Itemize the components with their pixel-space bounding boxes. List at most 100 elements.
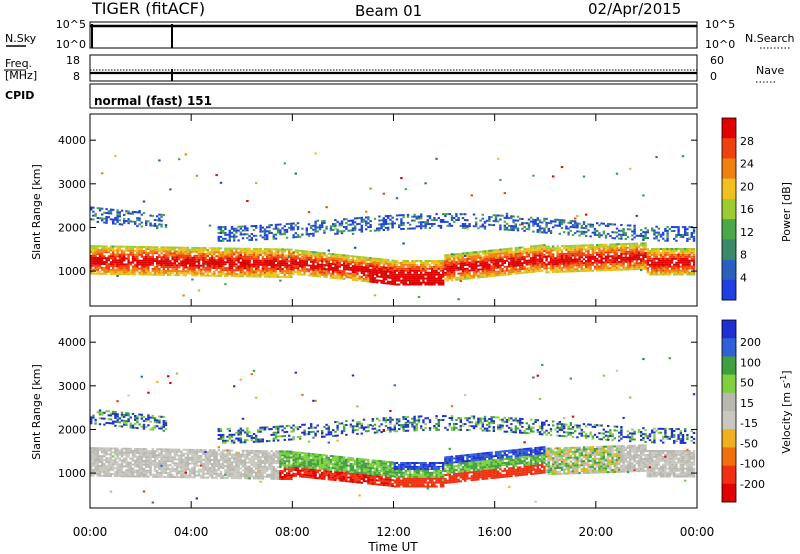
- heatmap-cell: [114, 449, 117, 452]
- heatmap-cell: [448, 261, 451, 264]
- heatmap-cell: [228, 263, 231, 266]
- heatmap-cell: [206, 262, 209, 265]
- heatmap-cell: [255, 249, 258, 252]
- heatmap-cell: [171, 272, 174, 275]
- heatmap-cell: [670, 261, 674, 264]
- heatmap-cell: [129, 426, 132, 429]
- heatmap-cell: [580, 244, 583, 247]
- heatmap-cell: [268, 224, 271, 227]
- heatmap-cell: [226, 269, 229, 272]
- heatmap-cell: [120, 249, 124, 252]
- heatmap-cell: [433, 223, 436, 225]
- heatmap-cell: [354, 279, 357, 282]
- heatmap-cell: [547, 255, 550, 258]
- heatmap-cell: [409, 273, 412, 276]
- heatmap-cell: [290, 262, 293, 265]
- heatmap-cell: [459, 252, 462, 255]
- heatmap-cell: [453, 253, 456, 256]
- heatmap-cell: [127, 447, 130, 450]
- heatmap-cell: [153, 452, 157, 455]
- heatmap-cell: [510, 217, 513, 220]
- heatmap-cell: [237, 229, 240, 232]
- heatmap-cell: [193, 270, 196, 273]
- heatmap-cell: [644, 242, 647, 245]
- heatmap-cell: [446, 264, 449, 266]
- heatmap-cell: [494, 255, 498, 257]
- heatmap-cell: [239, 267, 242, 270]
- heatmap-cell: [241, 225, 245, 228]
- heatmap-cell: [497, 264, 500, 267]
- heatmap-cell: [558, 261, 561, 263]
- heatmap-cell: [340, 277, 344, 280]
- heatmap-cell: [461, 217, 465, 220]
- heatmap-cell: [688, 226, 691, 229]
- heatmap-cell: [134, 265, 137, 268]
- heatmap-cell: [508, 263, 511, 266]
- heatmap-cell: [246, 227, 249, 230]
- heatmap-cell: [439, 283, 443, 286]
- heatmap-cell: [607, 257, 610, 260]
- heatmap-cell: [532, 251, 535, 254]
- heatmap-cell: [593, 246, 597, 248]
- heatmap-cell: [530, 261, 533, 264]
- heatmap-cell: [305, 254, 308, 257]
- heatmap-cell: [156, 458, 159, 461]
- heatmap-cell: [508, 273, 511, 276]
- heatmap-cell: [217, 274, 220, 277]
- heatmap-cell: [156, 227, 159, 230]
- heatmap-cell: [101, 266, 104, 269]
- heatmap-cell: [239, 257, 242, 260]
- heatmap-cell: [565, 249, 568, 251]
- heatmap-cell: [479, 260, 482, 263]
- heatmap-cell: [219, 253, 223, 256]
- heatmap-cell: [508, 265, 511, 268]
- heatmap-cell: [378, 229, 381, 232]
- heatmap-cell: [351, 227, 355, 230]
- heatmap-cell: [318, 257, 322, 260]
- heatmap-cell: [536, 246, 539, 249]
- heatmap-cell: [228, 249, 231, 252]
- heatmap-cell: [263, 250, 267, 253]
- heatmap-cell: [369, 229, 372, 232]
- heatmap-cell: [629, 242, 632, 245]
- heatmap-cell: [560, 270, 564, 273]
- heatmap-cell: [263, 259, 267, 262]
- heatmap-cell: [420, 217, 423, 220]
- heatmap-cell: [519, 248, 522, 251]
- heatmap-cell: [140, 475, 143, 478]
- heatmap-cell: [156, 219, 159, 222]
- heatmap-cell: [296, 265, 300, 268]
- heatmap-cell: [299, 249, 302, 252]
- heatmap-cell: [120, 411, 124, 414]
- cpid-panel: CPID normal (fast) 151: [5, 83, 698, 109]
- heatmap-cell: [259, 224, 262, 227]
- heatmap-cell: [580, 268, 583, 271]
- heatmap-cell: [582, 230, 586, 233]
- heatmap-cell: [433, 277, 436, 280]
- heatmap-cell: [283, 274, 286, 276]
- heatmap-cell: [536, 250, 539, 253]
- heatmap-cell: [112, 410, 115, 413]
- heatmap-cell: [525, 267, 528, 270]
- heatmap-cell: [125, 245, 128, 248]
- heatmap-cell: [615, 227, 619, 230]
- heatmap-cell: [116, 467, 119, 470]
- heatmap-cell: [503, 192, 506, 195]
- heatmap-cell: [567, 252, 570, 255]
- heatmap-cell: [156, 263, 159, 266]
- heatmap-cell: [494, 274, 498, 277]
- noise-left-tick-top: 10^5: [56, 18, 86, 31]
- heatmap-cell: [312, 261, 315, 263]
- heatmap-cell: [367, 262, 370, 265]
- heatmap-cell: [523, 259, 526, 262]
- heatmap-cell: [411, 263, 414, 266]
- heatmap-cell: [186, 256, 190, 259]
- heatmap-cell: [140, 459, 143, 462]
- heatmap-cell: [681, 273, 685, 276]
- heatmap-cell: [560, 268, 564, 271]
- heatmap-cell: [296, 234, 300, 236]
- heatmap-cell: [277, 254, 280, 257]
- heatmap-cell: [277, 231, 280, 234]
- heatmap-cell: [615, 264, 619, 267]
